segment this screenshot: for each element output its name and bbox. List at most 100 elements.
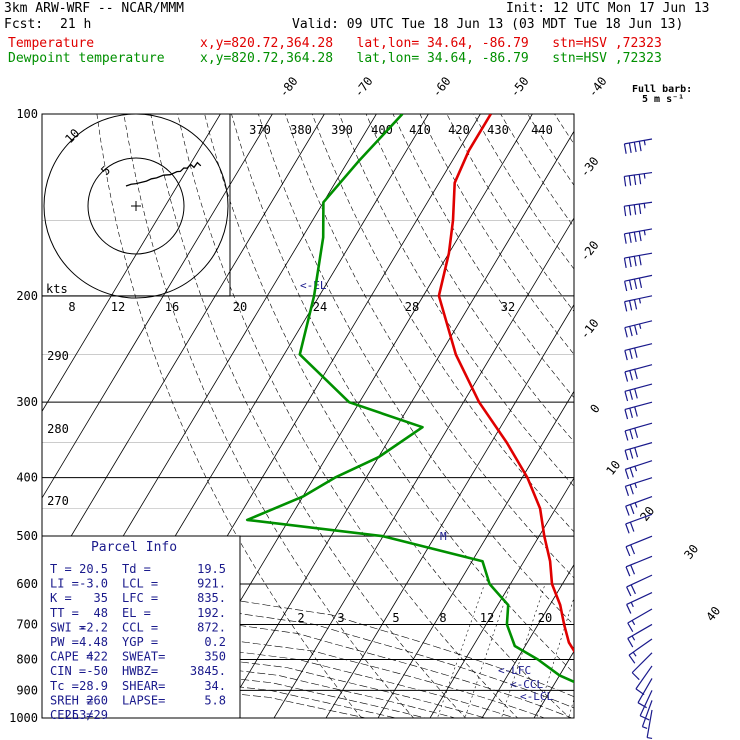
wind-barb-flag	[629, 349, 633, 360]
parcel-info-label: K =	[50, 591, 72, 605]
theta-tick-label: 370	[249, 123, 271, 137]
wind-barb	[624, 343, 653, 361]
wind-barb-flag	[626, 604, 632, 614]
parcel-info-label: EL =	[122, 606, 151, 620]
wind-barb	[623, 228, 653, 244]
wind-barb-staff	[624, 320, 653, 329]
wind-barb-flag	[628, 654, 636, 664]
wind-barb-staff	[624, 401, 653, 411]
theta-tick-label: 380	[290, 123, 312, 137]
mixing-ratio-line	[464, 583, 511, 718]
moist-adiabat-line	[42, 625, 516, 718]
pressure-tick-label: 1000	[9, 711, 38, 725]
wind-barb	[624, 364, 653, 382]
pressure-tick-label: 700	[16, 617, 38, 631]
isotherm-tick-label: -80	[276, 74, 300, 100]
parcel-info-label: Tc =	[50, 679, 79, 693]
wind-barb-flag	[624, 350, 628, 361]
wind-barb-staff	[631, 652, 653, 674]
dry-adiabat-line	[635, 114, 740, 731]
theta-tick-label: 400	[371, 123, 393, 137]
wind-barb-flag	[623, 206, 627, 217]
wind-barb-flag	[638, 174, 642, 185]
isotherm-line	[42, 114, 221, 413]
wind-barb-flag	[628, 175, 632, 186]
moist-adiabat-line	[42, 613, 546, 718]
barb-legend-value: 5 m s⁻¹	[642, 94, 685, 105]
mixing-ratio-tick-label: 2	[297, 611, 304, 625]
isotherm-tick-label: -30	[577, 154, 601, 180]
wind-barb-flag	[638, 141, 642, 152]
isotherm-line	[429, 477, 574, 718]
barb-legend-title: Full barb:	[632, 84, 693, 95]
hodograph-speed-label: 16	[165, 300, 179, 314]
hodograph-trace	[125, 161, 202, 187]
wind-barb-flag	[637, 702, 647, 709]
wind-barb-flag	[624, 301, 628, 312]
wind-barb-staff	[627, 623, 653, 639]
theta-tick-label: 410	[409, 123, 431, 137]
hodograph-speed-label: 12	[111, 300, 125, 314]
wind-barb-flag	[629, 389, 633, 400]
parcel-info-value: 3845.	[190, 664, 226, 678]
parcel-info-value: 48	[94, 606, 108, 620]
wind-barb-staff	[625, 555, 653, 568]
wind-barb-staff	[624, 138, 653, 145]
parcel-info-label: LCL =	[122, 577, 158, 591]
wind-barb-halfflag	[647, 736, 653, 740]
isotherm-line	[481, 563, 574, 718]
pressure-tick-label: 200	[16, 289, 38, 303]
parcel-info-value: 921.	[197, 577, 226, 591]
wind-barb	[624, 295, 653, 312]
wind-barb	[624, 442, 653, 461]
wind-barb	[623, 171, 653, 187]
wind-barb-flag	[623, 257, 627, 269]
wind-barb-staff	[624, 274, 653, 282]
hodograph-speed-label: 8	[68, 300, 75, 314]
wind-barb-flag	[628, 142, 632, 153]
isotherm-line	[682, 86, 740, 730]
wind-barb	[624, 320, 653, 338]
wind-barb-flag	[629, 429, 634, 440]
wind-barb-staff	[637, 678, 653, 703]
wind-barb	[624, 274, 653, 292]
wind-barb-staff	[625, 496, 653, 507]
wind-barb-staff	[624, 201, 653, 207]
isotherm-line	[273, 217, 574, 718]
parcel-info-value: 835.	[197, 591, 226, 605]
parcel-info-label: LAPSE=	[122, 693, 165, 707]
wind-barb	[623, 138, 653, 154]
wind-barb-halfflag	[643, 173, 646, 179]
isotherm-line	[734, 86, 740, 730]
parcel-info-value: 260	[86, 693, 108, 707]
parcel-info-value: 872.	[197, 620, 226, 634]
mixing-ratio-tick-label: 20	[538, 611, 552, 625]
wind-barb-flag	[633, 299, 638, 310]
wind-barb	[624, 477, 653, 496]
wind-barb	[626, 592, 653, 614]
wind-barb-flag	[630, 544, 636, 555]
wind-barb-flag	[628, 232, 632, 243]
parcel-info-value: 35	[94, 591, 108, 605]
wind-barb-flag	[625, 523, 630, 534]
hodograph-kts-label: kts	[46, 282, 68, 296]
wind-barb	[641, 700, 653, 729]
wind-barb-staff	[641, 700, 653, 727]
isotherm-tick-label: 30	[681, 542, 701, 562]
legend-temperature-info: x,y=820.72,364.28 lat,lon= 34.64, -86.79…	[200, 36, 662, 51]
mixing-ratio-tick-label: 12	[480, 611, 494, 625]
wind-barb-flag	[633, 256, 637, 267]
mixing-ratio-tick-label: 5	[392, 611, 399, 625]
pressure-tick-label: 800	[16, 652, 38, 666]
wind-barb-flag	[623, 176, 627, 187]
parcel-info-label: CELL =	[50, 708, 93, 722]
parcel-info-label: T =	[50, 562, 72, 576]
parcel-info-value: 4.48	[79, 635, 108, 649]
dry-adiabat-line	[150, 114, 467, 718]
wind-barb-halfflag	[632, 651, 637, 657]
wind-barb	[625, 535, 653, 557]
parcel-info-label: SWI =	[50, 620, 86, 634]
parcel-info-value: -3.0	[79, 577, 108, 591]
wind-barb	[631, 652, 653, 681]
dry-adiabat-line	[96, 114, 362, 718]
